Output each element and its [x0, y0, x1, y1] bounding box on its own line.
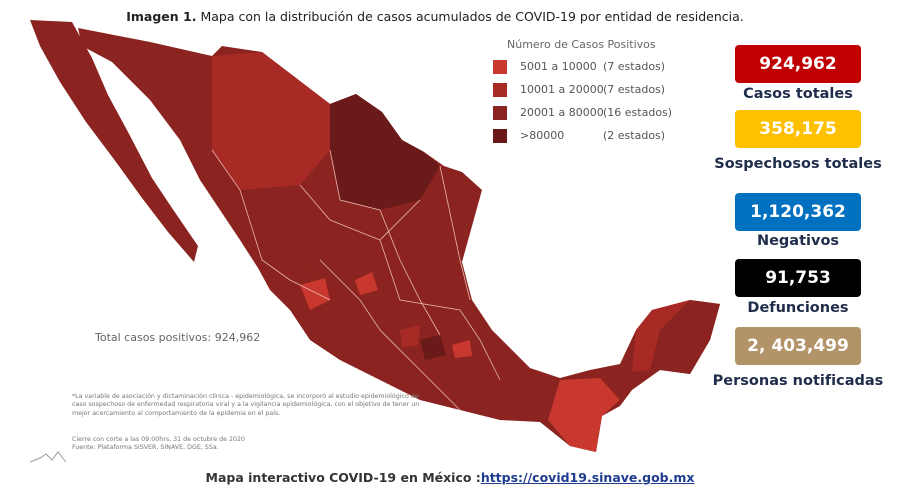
stat-value: 924,962: [735, 45, 861, 83]
legend-swatch: [493, 129, 507, 143]
legend-count: (2 estados): [603, 129, 666, 142]
stat-label: Negativos: [756, 233, 840, 249]
stat-value: 91,753: [735, 259, 861, 297]
state-region: [400, 325, 420, 348]
state-region: [452, 340, 472, 358]
stat-label: Casos totales: [743, 86, 853, 102]
footer: Mapa interactivo COVID-19 en México :htt…: [0, 470, 900, 485]
legend-range: >80000: [520, 129, 565, 142]
legend-range: 20001 a 80000: [520, 106, 604, 119]
total-cases: Total casos positivos: 924,962: [95, 331, 261, 344]
state-region: [548, 378, 620, 452]
stat-label: Personas notificadas: [712, 373, 884, 389]
state-region: [632, 300, 690, 372]
state-region: [300, 278, 330, 310]
legend-range: 10001 a 20000: [520, 83, 604, 96]
state-region: [30, 20, 198, 262]
legend-count: (16 estados): [603, 106, 673, 119]
title: Imagen 1. Mapa con la distribución de ca…: [0, 9, 870, 24]
legend-count: (7 estados): [603, 60, 666, 73]
stat-value: 2, 403,499: [735, 327, 861, 365]
cutoff-note: Cierre con corte a las 09:00hrs, 31 de o…: [72, 436, 246, 443]
stat-value: 358,175: [735, 110, 861, 148]
stat-label: Defunciones: [747, 300, 849, 316]
legend-swatch: [493, 83, 507, 97]
legend-title: Número de Casos Positivos: [507, 38, 656, 51]
logo: [29, 451, 67, 463]
source-note: Fuente: Plataforma SISVER, SINAVE, DGE, …: [72, 444, 219, 451]
state-region: [330, 94, 440, 210]
title-text: Mapa con la distribución de casos acumul…: [200, 9, 744, 24]
link[interactable]: https://covid19.sinave.gob.mx: [480, 470, 695, 485]
stat-label: Sospechosos totales: [714, 156, 882, 172]
footer-text: Mapa interactivo COVID-19 en México :: [205, 470, 481, 485]
footnote: *La variable de asociación y dictaminaci…: [72, 393, 420, 417]
state-region: [420, 335, 446, 360]
legend-swatch: [493, 106, 507, 120]
legend-range: 5001 a 10000: [520, 60, 597, 73]
state-region: [660, 300, 720, 374]
state-region: [212, 52, 330, 190]
state-region: [355, 272, 378, 295]
state-region: [240, 185, 330, 280]
legend-swatch: [493, 60, 507, 74]
stat-value: 1,120,362: [735, 193, 861, 231]
title-bold: Imagen 1.: [126, 9, 197, 24]
state-borders: [211, 149, 501, 411]
legend-count: (7 estados): [603, 83, 666, 96]
